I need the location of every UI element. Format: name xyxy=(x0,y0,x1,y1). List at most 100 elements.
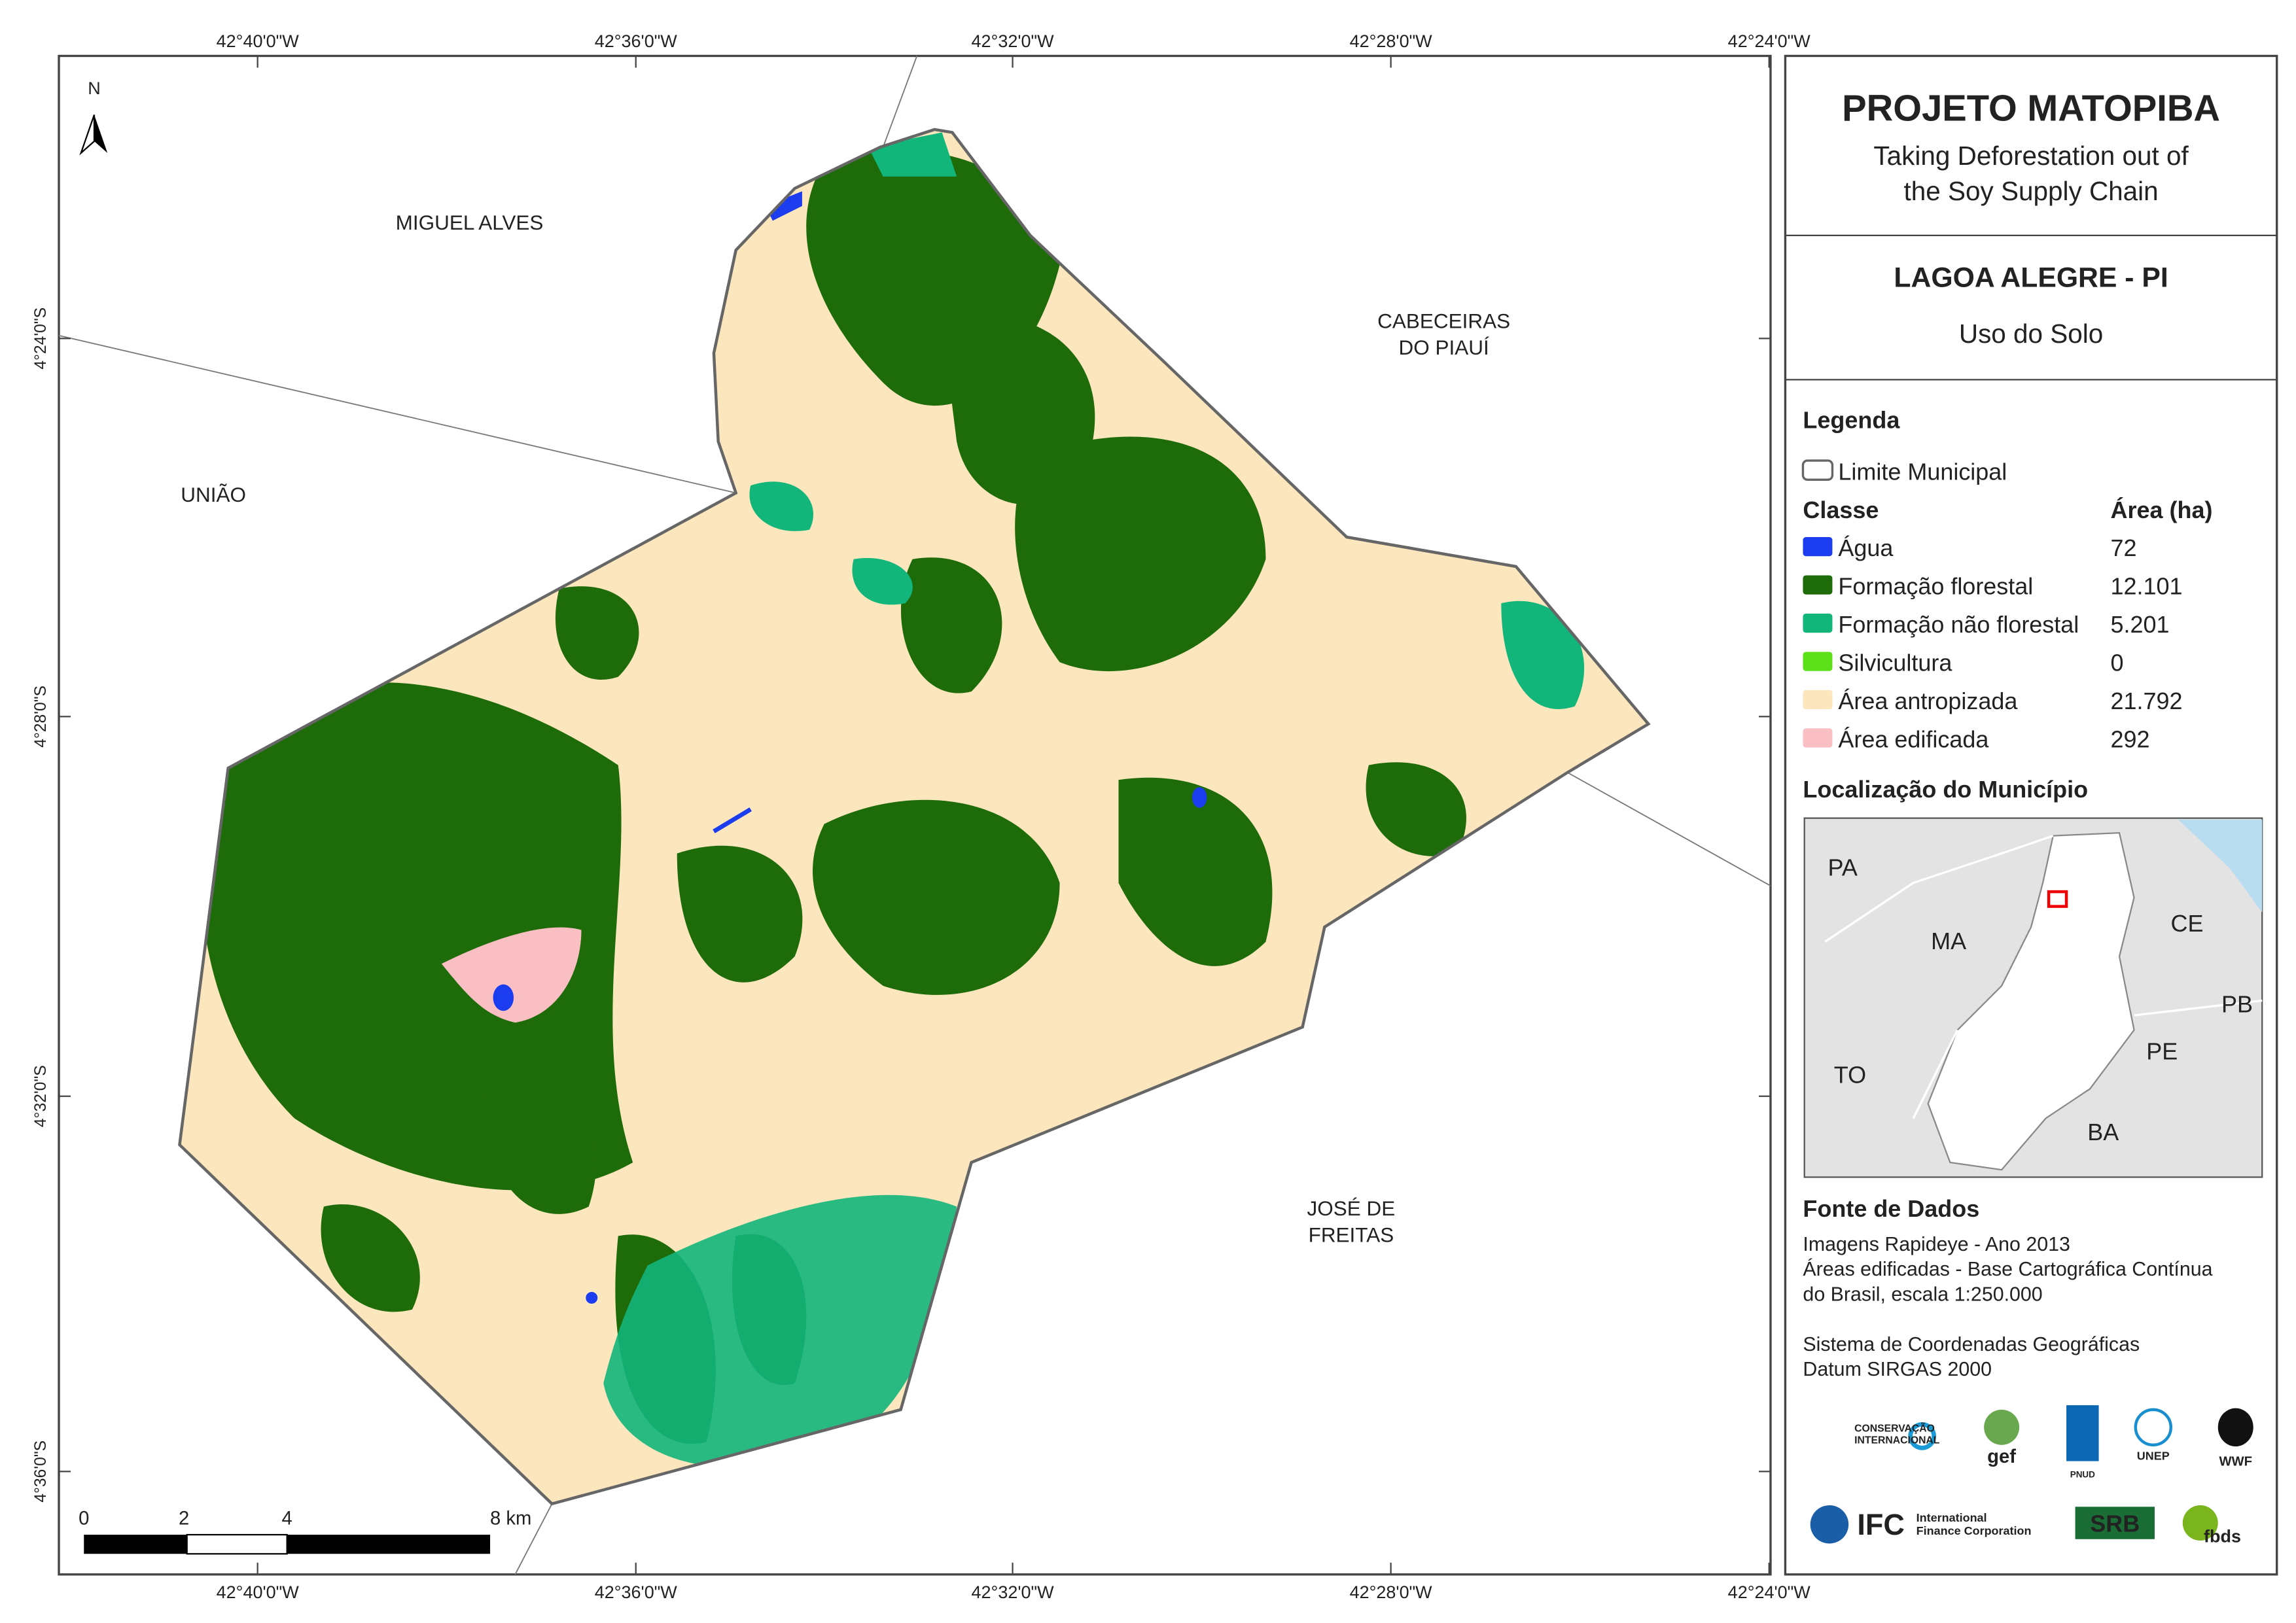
subtitle: Taking Deforestation out of xyxy=(1873,141,2189,171)
water-body xyxy=(1192,787,1207,808)
sources-title: Fonte de Dados xyxy=(1803,1195,1979,1222)
latitude-label: 4°24'0"S xyxy=(32,307,50,370)
source-line: Imagens Rapideye - Ano 2013 xyxy=(1803,1234,2070,1255)
latitude-label: 4°36'0"S xyxy=(32,1440,50,1503)
scale-label: 8 km xyxy=(490,1508,531,1529)
boundary-line xyxy=(882,56,918,148)
logo-text: CONSERVAÇÃO xyxy=(1854,1422,1935,1435)
forest-patch xyxy=(483,1053,597,1214)
state-label: TO xyxy=(1834,1061,1866,1088)
logo-text: gef xyxy=(1987,1446,2016,1467)
scale-segment xyxy=(287,1535,491,1554)
non-forest-patch xyxy=(749,481,814,531)
water-body xyxy=(586,1291,598,1304)
state-border xyxy=(2134,999,2263,1017)
location-marker xyxy=(2047,890,2068,908)
longitude-label: 42°24'0"W xyxy=(1728,1582,1811,1602)
place-label: UNIÃO xyxy=(181,483,246,506)
place-label: MIGUEL ALVES xyxy=(396,211,544,234)
scale-label: 2 xyxy=(179,1508,189,1529)
ocean xyxy=(2178,819,2263,913)
state-label: MA xyxy=(1931,928,1966,954)
water-body xyxy=(493,984,514,1011)
logo-mark xyxy=(1810,1505,1849,1544)
longitude-label: 42°36'0"W xyxy=(595,1582,678,1602)
forest-patch xyxy=(677,845,803,983)
logo-mark xyxy=(2134,1408,2173,1447)
logo-mark xyxy=(1908,1422,1937,1450)
legend-class: Água xyxy=(1838,534,1893,561)
place-label: DO PIAUÍ xyxy=(1399,336,1489,359)
municipal-boundary xyxy=(178,128,1651,1506)
boundary-line xyxy=(1567,772,1771,886)
logo-text: Finance Corporation xyxy=(1916,1524,2032,1537)
water-body xyxy=(765,191,802,221)
map-theme: Uso do Solo xyxy=(1959,319,2103,349)
longitude-label: 42°28'0"W xyxy=(1350,31,1433,51)
forest-patch xyxy=(555,586,639,680)
non-forest-patch xyxy=(603,1195,957,1469)
forest-patch xyxy=(321,1204,420,1312)
longitude-label: 42°32'0"W xyxy=(972,1582,1055,1602)
longitude-label: 42°40'0"W xyxy=(217,1582,300,1602)
scale-label: 0 xyxy=(79,1508,89,1529)
non-forest xyxy=(603,132,1585,1469)
legend-header: Classe xyxy=(1803,497,1879,523)
municipality-name: LAGOA ALEGRE - PI xyxy=(1894,262,2168,294)
legend-swatch xyxy=(1803,575,1833,595)
longitude-label: 42°36'0"W xyxy=(595,31,678,51)
state-border xyxy=(1912,1029,1959,1119)
boundary-line xyxy=(58,334,736,494)
sources: Imagens Rapideye - Ano 2013 Áreas edifica… xyxy=(1803,1234,2212,1380)
state-border xyxy=(1824,835,2054,943)
north-label: N xyxy=(88,79,101,98)
north-arrow-left xyxy=(79,114,96,156)
forest xyxy=(200,150,1466,1444)
non-forest-patch xyxy=(852,557,913,605)
legend-area: 12.101 xyxy=(2111,573,2183,600)
legend-panel xyxy=(1784,54,2278,1576)
source-line: Datum SIRGAS 2000 xyxy=(1803,1359,1992,1380)
title: PROJETO MATOPIBA xyxy=(1842,87,2220,128)
forest-patch xyxy=(1015,436,1266,672)
legend-class: Silvicultura xyxy=(1838,650,1952,676)
legend-area: 0 xyxy=(2111,650,2124,676)
place-label: FREITAS xyxy=(1309,1223,1394,1246)
logo-text: fbds xyxy=(2204,1526,2241,1546)
state-label: PA xyxy=(1828,854,1858,881)
legend-class: Formação não florestal xyxy=(1838,611,2079,638)
scale-segment xyxy=(84,1535,187,1554)
legend-swatch xyxy=(1803,689,1833,710)
location-inset xyxy=(1803,817,2263,1178)
logo-text: INTERNACIONAL xyxy=(1854,1435,1940,1446)
source-line: do Brasil, escala 1:250.000 xyxy=(1803,1283,2042,1305)
state-label: PB xyxy=(2221,991,2253,1018)
logo-mark xyxy=(1984,1409,2020,1445)
logo-text: SRB xyxy=(2090,1510,2140,1537)
water-body xyxy=(713,807,752,833)
logo-mark xyxy=(2075,1507,2155,1539)
neighbor-boundaries xyxy=(58,56,1771,1575)
scale-label: 4 xyxy=(282,1508,292,1529)
legend-area: 5.201 xyxy=(2111,611,2170,638)
state-label: CE xyxy=(2171,910,2204,937)
forest-patch xyxy=(1366,762,1466,856)
non-forest-patch xyxy=(1501,601,1585,709)
legend-area: 72 xyxy=(2111,534,2137,561)
north-arrow-right xyxy=(94,114,108,153)
boundary-line xyxy=(514,1503,553,1575)
logo-text: WWF xyxy=(2219,1454,2252,1469)
legend-swatch xyxy=(1803,652,1833,671)
place-label: CABECEIRAS xyxy=(1377,309,1510,333)
legend-class: Área edificada xyxy=(1838,726,1988,753)
forest-patch xyxy=(900,557,1002,693)
logo-mark xyxy=(2182,1505,2218,1541)
forest-patch xyxy=(813,799,1060,995)
longitude-label: 42°40'0"W xyxy=(217,31,300,51)
logo-text: International xyxy=(1916,1511,1987,1524)
scale-bar: 0 2 4 8 km xyxy=(79,1508,531,1555)
legend-title: Legenda xyxy=(1803,407,1900,434)
